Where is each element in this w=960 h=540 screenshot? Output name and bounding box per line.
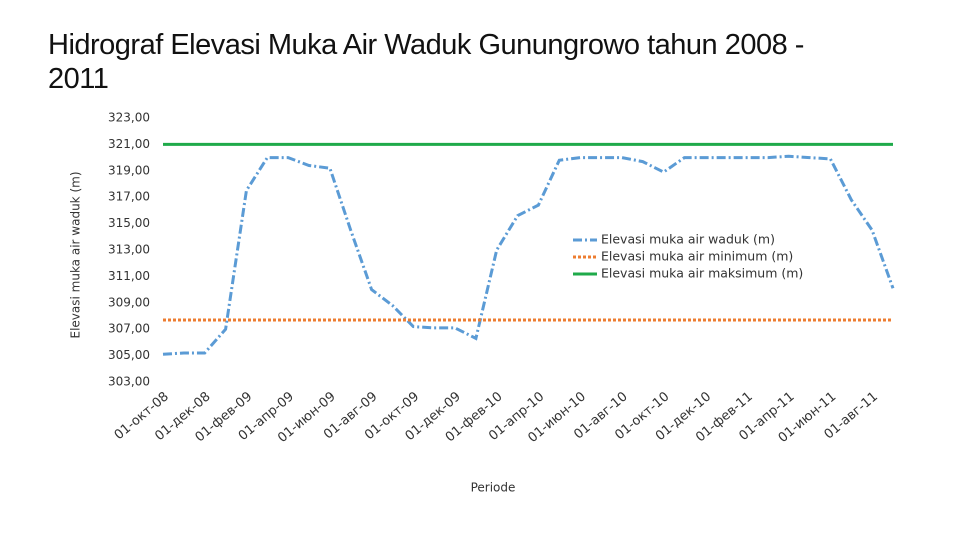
legend-label: Elevasi muka air waduk (m) <box>601 232 775 247</box>
x-axis-title: Periode <box>471 481 516 495</box>
y-tick-label: 317,00 <box>108 190 150 204</box>
y-tick-label: 305,00 <box>108 348 150 362</box>
y-tick-label: 313,00 <box>108 243 150 257</box>
chart-title: Hidrograf Elevasi Muka Air Waduk Gunungr… <box>48 29 804 95</box>
y-tick-label: 307,00 <box>108 322 150 336</box>
y-tick-label: 309,00 <box>108 295 150 309</box>
y-tick-label: 303,00 <box>108 375 150 389</box>
y-tick-label: 315,00 <box>108 216 150 230</box>
series-line <box>162 154 895 356</box>
y-tick-label: 319,00 <box>108 163 150 177</box>
legend-label: Elevasi muka air minimum (m) <box>601 249 793 264</box>
y-tick-label: 321,00 <box>108 137 150 151</box>
legend-label: Elevasi muka air maksimum (m) <box>601 266 803 281</box>
y-tick-label: 311,00 <box>108 269 150 283</box>
y-tick-label: 323,00 <box>108 111 150 125</box>
y-axis-title: Elevasi muka air waduk (m) <box>69 172 83 339</box>
